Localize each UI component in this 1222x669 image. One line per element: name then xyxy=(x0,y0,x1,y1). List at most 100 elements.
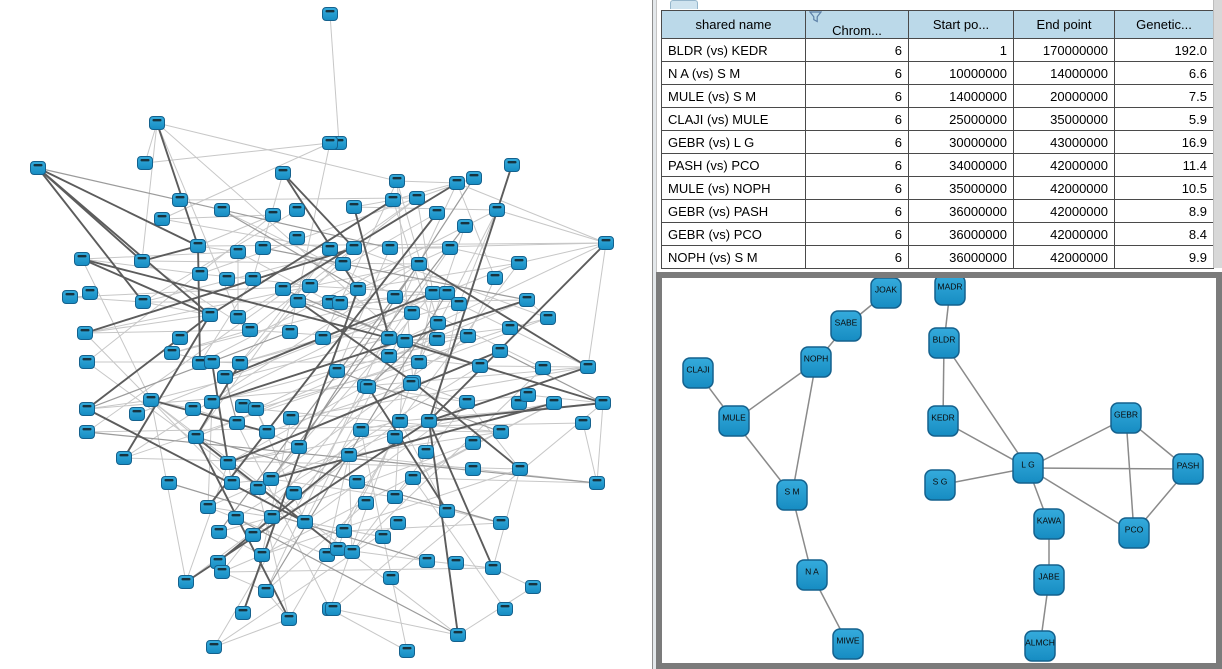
network-node[interactable] xyxy=(387,430,403,444)
network-node[interactable] xyxy=(350,282,366,296)
network-node[interactable] xyxy=(30,161,46,175)
network-node[interactable]: JABE xyxy=(1033,564,1065,596)
network-node[interactable] xyxy=(254,548,270,562)
network-node[interactable] xyxy=(79,402,95,416)
network-node[interactable] xyxy=(502,321,518,335)
column-header-end-point[interactable]: End point xyxy=(1013,10,1115,39)
table-row[interactable]: BLDR (vs) KEDR 6 1 170000000 192.0 xyxy=(661,38,1214,62)
network-node[interactable] xyxy=(390,516,406,530)
table-cell[interactable]: 6 xyxy=(805,153,909,177)
network-node[interactable] xyxy=(137,156,153,170)
network-node[interactable] xyxy=(404,306,420,320)
table-cell[interactable]: 9.9 xyxy=(1114,245,1214,269)
network-node[interactable] xyxy=(399,644,415,658)
network-node[interactable] xyxy=(485,561,501,575)
network-node[interactable] xyxy=(332,296,348,310)
table-cell[interactable]: GEBR (vs) PCO xyxy=(661,222,806,246)
network-node[interactable] xyxy=(248,402,264,416)
table-cell[interactable]: 42000000 xyxy=(1013,153,1115,177)
table-cell[interactable]: GEBR (vs) PASH xyxy=(661,199,806,223)
network-node[interactable] xyxy=(178,575,194,589)
network-node[interactable] xyxy=(421,414,437,428)
network-node[interactable] xyxy=(283,411,299,425)
network-node[interactable] xyxy=(229,416,245,430)
table-cell[interactable]: 36000000 xyxy=(908,245,1014,269)
table-cell[interactable]: NOPH (vs) S M xyxy=(661,245,806,269)
network-node[interactable] xyxy=(525,580,541,594)
table-cell[interactable]: 10.5 xyxy=(1114,176,1214,200)
network-node[interactable]: PCO xyxy=(1118,517,1150,549)
network-node[interactable] xyxy=(411,257,427,271)
network-node[interactable] xyxy=(322,136,338,150)
network-node[interactable] xyxy=(540,311,556,325)
table-cell[interactable]: 36000000 xyxy=(908,222,1014,246)
network-node[interactable] xyxy=(116,451,132,465)
network-node[interactable] xyxy=(235,606,251,620)
network-node[interactable] xyxy=(460,329,476,343)
network-node[interactable] xyxy=(214,565,230,579)
table-cell[interactable]: 6 xyxy=(805,222,909,246)
network-node[interactable] xyxy=(281,612,297,626)
table-row[interactable]: N A (vs) S M 6 10000000 14000000 6.6 xyxy=(661,61,1214,85)
network-node[interactable] xyxy=(341,448,357,462)
network-node[interactable] xyxy=(329,364,345,378)
network-node[interactable]: S M xyxy=(776,479,808,511)
network-node[interactable] xyxy=(425,286,441,300)
network-node[interactable] xyxy=(504,158,520,172)
network-node[interactable] xyxy=(418,445,434,459)
network-node[interactable] xyxy=(589,476,605,490)
network-node[interactable] xyxy=(74,252,90,266)
network-node[interactable] xyxy=(336,524,352,538)
table-cell[interactable]: 6 xyxy=(805,84,909,108)
network-node[interactable] xyxy=(487,271,503,285)
network-node[interactable] xyxy=(387,290,403,304)
table-row[interactable]: PASH (vs) PCO 6 34000000 42000000 11.4 xyxy=(661,153,1214,177)
network-node[interactable] xyxy=(82,286,98,300)
table-cell[interactable]: N A (vs) S M xyxy=(661,61,806,85)
network-node[interactable] xyxy=(493,516,509,530)
network-node[interactable] xyxy=(519,293,535,307)
network-node[interactable] xyxy=(286,486,302,500)
table-row[interactable]: GEBR (vs) L G 6 30000000 43000000 16.9 xyxy=(661,130,1214,154)
network-node[interactable] xyxy=(392,414,408,428)
network-node[interactable] xyxy=(258,584,274,598)
table-row[interactable]: GEBR (vs) PCO 6 36000000 42000000 8.4 xyxy=(661,222,1214,246)
network-node[interactable] xyxy=(535,361,551,375)
network-node[interactable] xyxy=(149,116,165,130)
table-cell[interactable]: 14000000 xyxy=(908,84,1014,108)
network-node[interactable] xyxy=(580,360,596,374)
table-cell[interactable]: 11.4 xyxy=(1114,153,1214,177)
network-node[interactable] xyxy=(242,323,258,337)
table-cell[interactable]: 1 xyxy=(908,38,1014,62)
table-cell[interactable]: 42000000 xyxy=(1013,245,1115,269)
network-node[interactable] xyxy=(264,510,280,524)
network-node[interactable] xyxy=(204,355,220,369)
network-node[interactable]: GEBR xyxy=(1110,402,1142,434)
network-node[interactable] xyxy=(172,193,188,207)
network-node[interactable] xyxy=(77,326,93,340)
network-node[interactable] xyxy=(448,556,464,570)
table-cell[interactable]: 25000000 xyxy=(908,107,1014,131)
network-node[interactable] xyxy=(546,396,562,410)
network-node[interactable] xyxy=(346,200,362,214)
network-node[interactable] xyxy=(595,396,611,410)
network-node[interactable]: SABE xyxy=(830,310,862,342)
network-node[interactable] xyxy=(330,542,346,556)
network-node[interactable] xyxy=(493,425,509,439)
table-cell[interactable]: 7.5 xyxy=(1114,84,1214,108)
network-node[interactable] xyxy=(419,554,435,568)
network-node[interactable] xyxy=(211,525,227,539)
panel-tab[interactable] xyxy=(670,0,698,9)
network-node[interactable] xyxy=(192,356,208,370)
network-node[interactable] xyxy=(230,310,246,324)
network-node[interactable] xyxy=(497,602,513,616)
network-node[interactable] xyxy=(291,440,307,454)
network-node[interactable] xyxy=(383,571,399,585)
network-node[interactable] xyxy=(220,456,236,470)
table-scrollbar[interactable] xyxy=(1213,0,1222,268)
network-node[interactable] xyxy=(302,279,318,293)
table-cell[interactable]: 36000000 xyxy=(908,199,1014,223)
network-node[interactable] xyxy=(289,231,305,245)
network-node[interactable] xyxy=(185,402,201,416)
network-node[interactable]: MIWE xyxy=(832,628,864,660)
